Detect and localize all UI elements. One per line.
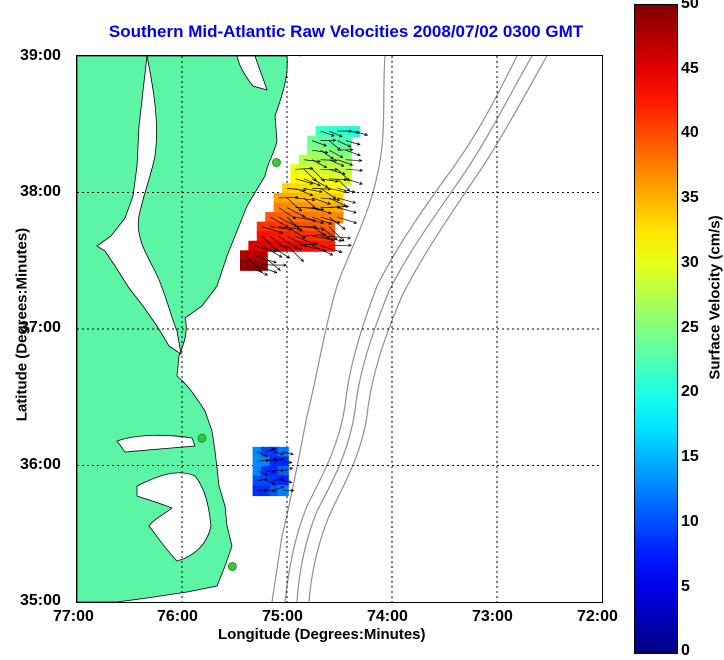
radar-site-marker xyxy=(273,158,281,166)
y-tick-label: 39:00 xyxy=(20,47,61,65)
radar-site-marker xyxy=(198,434,206,442)
velocity-cell xyxy=(278,476,289,487)
colorbar-tick: 5 xyxy=(681,578,690,596)
radar-site-marker xyxy=(228,563,236,571)
velocity-cell xyxy=(332,183,343,194)
colorbar-tick: 20 xyxy=(681,383,699,401)
velocity-cell xyxy=(324,241,335,252)
x-tick-label: 72:00 xyxy=(577,608,618,626)
y-axis-label: Latitude (Degrees:Minutes) xyxy=(14,225,31,425)
x-axis-label: Longitude (Degrees:Minutes) xyxy=(218,626,426,643)
colorbar-tick: 15 xyxy=(681,448,699,466)
chart-title: Southern Mid-Atlantic Raw Velocities 200… xyxy=(0,22,692,42)
colorbar-tick: 45 xyxy=(681,60,699,78)
colorbar-tick: 40 xyxy=(681,124,699,142)
colorbar-tick: 50 xyxy=(681,0,699,13)
velocity-cell xyxy=(278,447,289,458)
map-canvas xyxy=(77,56,602,602)
y-tick-label: 38:00 xyxy=(20,183,61,201)
x-tick-label: 76:00 xyxy=(157,608,198,626)
x-tick-label: 77:00 xyxy=(53,608,94,626)
colorbar-tick: 0 xyxy=(681,642,690,660)
colorbar-tick: 25 xyxy=(681,319,699,337)
colorbar-tick: 30 xyxy=(681,254,699,272)
colorbar-tick: 35 xyxy=(681,189,699,207)
y-tick-label: 36:00 xyxy=(20,456,61,474)
map-plot-area[interactable] xyxy=(76,55,603,603)
colorbar-tick: 10 xyxy=(681,513,699,531)
x-tick-label: 73:00 xyxy=(472,608,513,626)
velocity-cell xyxy=(278,466,289,477)
x-tick-label: 75:00 xyxy=(262,608,303,626)
colorbar xyxy=(634,4,678,654)
colorbar-label: Surface Velocity (cm/s) xyxy=(707,183,724,413)
x-tick-label: 74:00 xyxy=(367,608,408,626)
